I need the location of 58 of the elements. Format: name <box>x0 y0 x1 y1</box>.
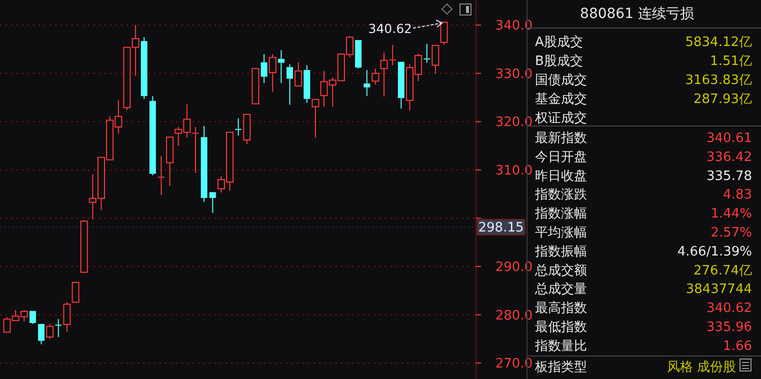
candlestick <box>55 318 62 338</box>
category-label: 总成交额 <box>534 262 587 278</box>
y-tick-label: 280.0 <box>495 308 533 324</box>
category-label: 平均涨幅 <box>535 226 587 240</box>
candlestick <box>260 54 268 84</box>
annotation: 340.62 <box>368 21 412 36</box>
candlestick <box>149 96 156 176</box>
category-label: B股成交 <box>535 53 583 69</box>
category-label: 昨日收盘 <box>535 168 587 184</box>
text: 880861 连续亏损 <box>580 6 694 22</box>
category-label: A股成交 <box>535 34 583 50</box>
y-tick-label: 320.0 <box>495 115 533 130</box>
text: 4.66/1.39% <box>677 244 752 260</box>
text: 4.83 <box>723 188 752 203</box>
category-label: 国债成交 <box>535 72 587 88</box>
category-label: 今日开盘 <box>535 150 587 165</box>
text: 3163.83亿 <box>685 73 752 88</box>
text: 38437744 <box>686 282 752 298</box>
y-tick-label: 270.0 <box>495 356 533 372</box>
y-tick-label: 340.0 <box>495 18 533 34</box>
text: 5834.12亿 <box>685 35 752 50</box>
candlestick <box>278 50 284 84</box>
text: 1.51亿 <box>710 54 752 69</box>
y-tick-label: 290.0 <box>495 260 533 276</box>
text: 1.44% <box>710 206 752 222</box>
text: 287.93亿 <box>694 92 752 107</box>
text: 335.96 <box>706 320 752 335</box>
text: 340.62 <box>706 301 752 316</box>
text: 335.78 <box>706 168 752 184</box>
category-label: 指数涨跌 <box>534 188 587 203</box>
category-label: 指数振幅 <box>534 244 587 260</box>
category-label: 权证成交 <box>534 110 587 126</box>
category-label: 最高指数 <box>535 300 587 316</box>
candlestick <box>424 43 430 64</box>
candlestick <box>140 36 148 100</box>
candlestick <box>304 64 310 104</box>
category-label: 最新指数 <box>535 131 587 146</box>
candlestick <box>364 70 370 97</box>
category-label: 最低指数 <box>535 320 587 335</box>
category-label: 指数涨幅 <box>534 206 587 222</box>
text: 2.57% <box>710 226 752 240</box>
text: 340.61 <box>706 131 752 146</box>
text: 1.66 <box>723 338 752 354</box>
category-label: 基金成交 <box>535 91 587 107</box>
category-label: 指数量比 <box>534 338 587 354</box>
text: 276.74亿 <box>694 263 752 278</box>
candlestick <box>192 126 199 174</box>
text: 风格 成份股 <box>666 360 736 375</box>
candlestick <box>158 155 164 196</box>
text: 336.42 <box>706 150 752 165</box>
candlestick <box>200 126 208 202</box>
candlestick <box>235 118 242 136</box>
y-tick-label: 310.0 <box>495 163 533 178</box>
category-label: 板指类型 <box>534 360 587 375</box>
y-tick-label: 330.0 <box>495 66 533 82</box>
ref-line-label: 298.15 <box>478 220 524 236</box>
category-label: 总成交量 <box>534 281 587 298</box>
candlestick <box>286 64 294 106</box>
